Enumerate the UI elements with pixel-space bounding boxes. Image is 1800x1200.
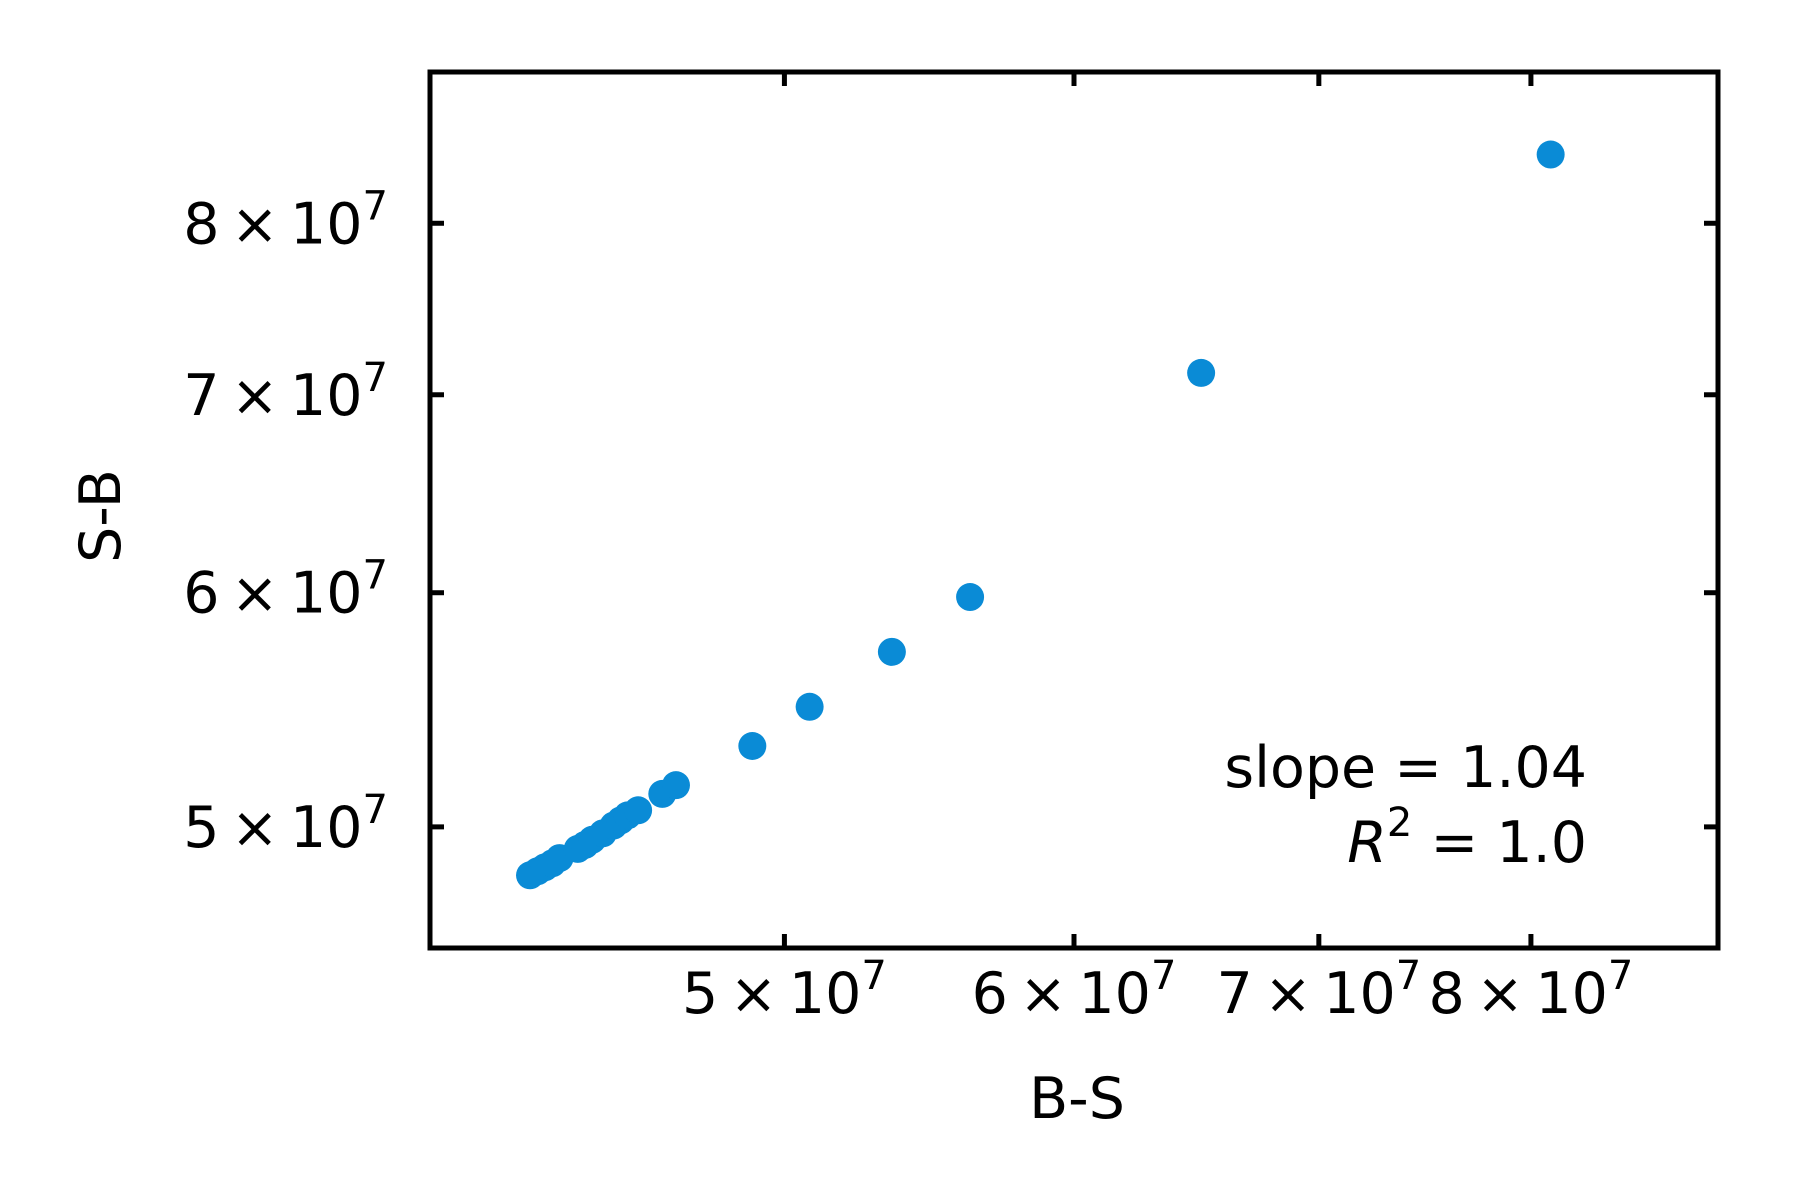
y-axis-label: S-B — [68, 469, 134, 563]
x-tick-mantissa: 8 — [1429, 961, 1465, 1027]
x-tick-base: 10 — [1078, 961, 1151, 1027]
data-point — [1536, 140, 1565, 169]
y-tick-label: 5 × 107 — [183, 787, 388, 861]
times-symbol: × — [219, 561, 290, 627]
x-tick-label: 6 × 107 — [972, 953, 1177, 1027]
y-tick-label: 8 × 107 — [183, 183, 388, 257]
x-tick-base: 10 — [789, 961, 862, 1027]
data-point — [624, 796, 653, 825]
slope-annotation: slope = 1.04 — [1224, 735, 1587, 801]
times-symbol: × — [1008, 961, 1079, 1027]
data-point — [795, 692, 824, 721]
x-tick-base: 10 — [1535, 961, 1608, 1027]
x-tick-label: 8 × 107 — [1429, 953, 1634, 1027]
y-tick-base: 10 — [290, 561, 363, 627]
times-symbol: × — [219, 795, 290, 861]
y-tick-label: 7 × 107 — [183, 355, 388, 429]
times-symbol: × — [219, 363, 290, 429]
times-symbol: × — [718, 961, 789, 1027]
x-tick-exponent: 7 — [1151, 953, 1176, 999]
r2-symbol: R — [1347, 810, 1387, 876]
y-tick-exponent: 7 — [363, 355, 388, 401]
y-tick-mantissa: 7 — [183, 363, 219, 429]
y-tick-base: 10 — [290, 795, 363, 861]
y-tick-base: 10 — [290, 191, 363, 257]
times-symbol: × — [1253, 961, 1324, 1027]
y-tick-label: 6 × 107 — [183, 553, 388, 627]
x-tick-exponent: 7 — [861, 953, 886, 999]
data-point — [1187, 358, 1216, 387]
r-squared-annotation: R2 = 1.0 — [1347, 800, 1587, 876]
y-tick-exponent: 7 — [363, 553, 388, 599]
y-tick-mantissa: 5 — [183, 795, 219, 861]
y-tick-mantissa: 8 — [183, 191, 219, 257]
x-tick-mantissa: 7 — [1216, 961, 1252, 1027]
x-tick-exponent: 7 — [1396, 953, 1421, 999]
y-tick-exponent: 7 — [363, 183, 388, 229]
data-point — [877, 637, 906, 666]
data-point — [956, 583, 985, 612]
x-tick-mantissa: 6 — [972, 961, 1008, 1027]
x-tick-base: 10 — [1323, 961, 1396, 1027]
y-tick-base: 10 — [290, 363, 363, 429]
r2-exponent: 2 — [1387, 800, 1412, 846]
x-tick-exponent: 7 — [1608, 953, 1633, 999]
points-layer — [516, 140, 1565, 890]
r2-value: = 1.0 — [1412, 810, 1587, 876]
data-point — [661, 771, 690, 800]
data-point — [738, 732, 767, 761]
times-symbol: × — [219, 191, 290, 257]
x-axis-label: B-S — [1029, 1066, 1125, 1132]
y-tick-exponent: 7 — [363, 787, 388, 833]
y-tick-mantissa: 6 — [183, 561, 219, 627]
x-tick-label: 7 × 107 — [1216, 953, 1421, 1027]
plot-frame — [427, 69, 1721, 951]
x-tick-mantissa: 5 — [682, 961, 718, 1027]
x-tick-label: 5 × 107 — [682, 953, 887, 1027]
times-symbol: × — [1465, 961, 1536, 1027]
